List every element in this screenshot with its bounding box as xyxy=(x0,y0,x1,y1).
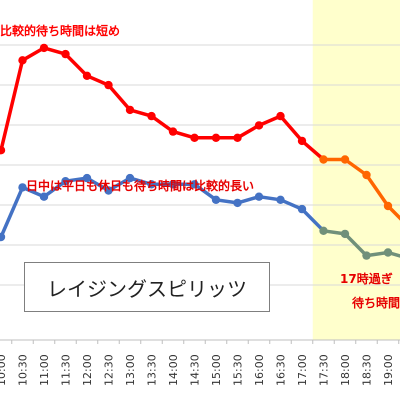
series-0-point-1000 xyxy=(0,146,6,155)
series-0-segment-5 xyxy=(106,83,132,112)
x-tick-label-1730: 17:30 xyxy=(318,354,331,386)
x-tick-label-1300: 13:00 xyxy=(124,354,137,386)
x-tick-label-1400: 14:00 xyxy=(167,354,180,386)
series-1-point-1700 xyxy=(297,204,307,214)
series-1-point-1230 xyxy=(104,186,113,195)
series-1-point-1600 xyxy=(254,192,264,201)
series-1-point-1800 xyxy=(340,229,350,239)
x-tick-label-1830: 18:30 xyxy=(361,354,374,386)
x-tick-label-1230: 12:30 xyxy=(103,354,116,386)
series-1-point-1730 xyxy=(319,226,328,235)
series-0-segment-0 xyxy=(0,58,25,152)
series-0-segment-7 xyxy=(149,114,175,134)
series-0-point-1830 xyxy=(362,170,371,180)
series-1-point-1630 xyxy=(276,195,285,204)
series-1-segment-0 xyxy=(0,185,25,239)
series-1-segment-14 xyxy=(300,207,326,233)
x-tick-label-1000: 10:00 xyxy=(0,354,8,386)
series-0-point-1700 xyxy=(297,136,307,146)
series-0-point-1130 xyxy=(61,49,70,59)
chart-title: レイジングスピリッツ xyxy=(24,262,270,312)
series-1-point-1500 xyxy=(211,195,221,204)
x-tick-label-1530: 15:30 xyxy=(232,354,245,386)
series-0-point-1730 xyxy=(319,155,328,164)
series-0-segment-13 xyxy=(278,114,304,143)
series-1-point-1430 xyxy=(190,180,199,189)
series-0-point-1200 xyxy=(82,71,92,81)
x-tick-label-1330: 13:30 xyxy=(146,354,159,386)
x-tick-label-1900: 19:00 xyxy=(382,354,395,386)
series-1-segment-16 xyxy=(343,232,369,258)
x-tick-label-1600: 16:00 xyxy=(253,354,266,386)
series-0-segment-14 xyxy=(300,139,326,162)
x-tick-label-1430: 14:30 xyxy=(189,354,202,386)
series-1-segment-9 xyxy=(192,182,218,202)
series-0-segment-18 xyxy=(386,204,400,221)
series-0-point-1630 xyxy=(276,111,285,121)
series-1-segment-2 xyxy=(42,179,68,199)
series-0-point-1100 xyxy=(39,43,49,53)
series-1-point-1330 xyxy=(147,180,156,189)
annotation-daytime-long-wait: 日中は平日も休日も待ち時間は比較的長い xyxy=(26,179,255,193)
x-tick-label-1500: 15:00 xyxy=(210,354,223,386)
series-0-point-1530 xyxy=(233,133,242,142)
series-1-point-1530 xyxy=(233,198,242,208)
series-1-point-1130 xyxy=(61,177,70,186)
series-0-segment-3 xyxy=(63,52,89,78)
x-tick-label-1030: 10:30 xyxy=(17,354,30,386)
series-1-point-1200 xyxy=(82,173,92,183)
series-0-point-1300 xyxy=(125,105,135,115)
series-0-point-1030 xyxy=(18,56,27,65)
series-0-point-1330 xyxy=(147,111,156,121)
series-1-point-1300 xyxy=(125,173,135,183)
series-1-point-1400 xyxy=(168,180,178,189)
annotation-evening-line1: 17時過ぎ xyxy=(340,272,393,286)
x-tick-label-1700: 17:00 xyxy=(296,354,309,386)
series-1-point-1100 xyxy=(39,192,49,201)
x-tick-label-1200: 12:00 xyxy=(81,354,94,386)
series-0-point-1430 xyxy=(190,133,199,142)
series-0-point-1500 xyxy=(211,133,221,142)
series-0-segment-17 xyxy=(364,173,390,208)
series-0-point-1800 xyxy=(340,155,350,164)
x-tick-label-1130: 11:30 xyxy=(60,354,73,386)
annotation-short-wait: 比較的待ち時間は短め xyxy=(0,24,121,38)
series-0-segment-16 xyxy=(343,157,369,177)
x-tick-label-1100: 11:00 xyxy=(38,354,51,386)
series-0-point-1400 xyxy=(168,127,178,136)
series-1-point-1000 xyxy=(0,232,6,242)
annotation-evening-line2: 待ち時間 xyxy=(352,296,400,310)
series-1-point-1900 xyxy=(383,248,393,257)
series-1-point-1830 xyxy=(362,251,371,260)
series-0-point-1230 xyxy=(104,80,113,90)
series-1-point-1030 xyxy=(18,183,27,192)
series-0-point-1900 xyxy=(383,201,393,211)
series-0-point-1600 xyxy=(254,121,264,130)
x-tick-label-1630: 16:30 xyxy=(275,354,288,386)
evening-highlight-band xyxy=(312,0,400,340)
x-tick-label-1800: 18:00 xyxy=(339,354,352,386)
